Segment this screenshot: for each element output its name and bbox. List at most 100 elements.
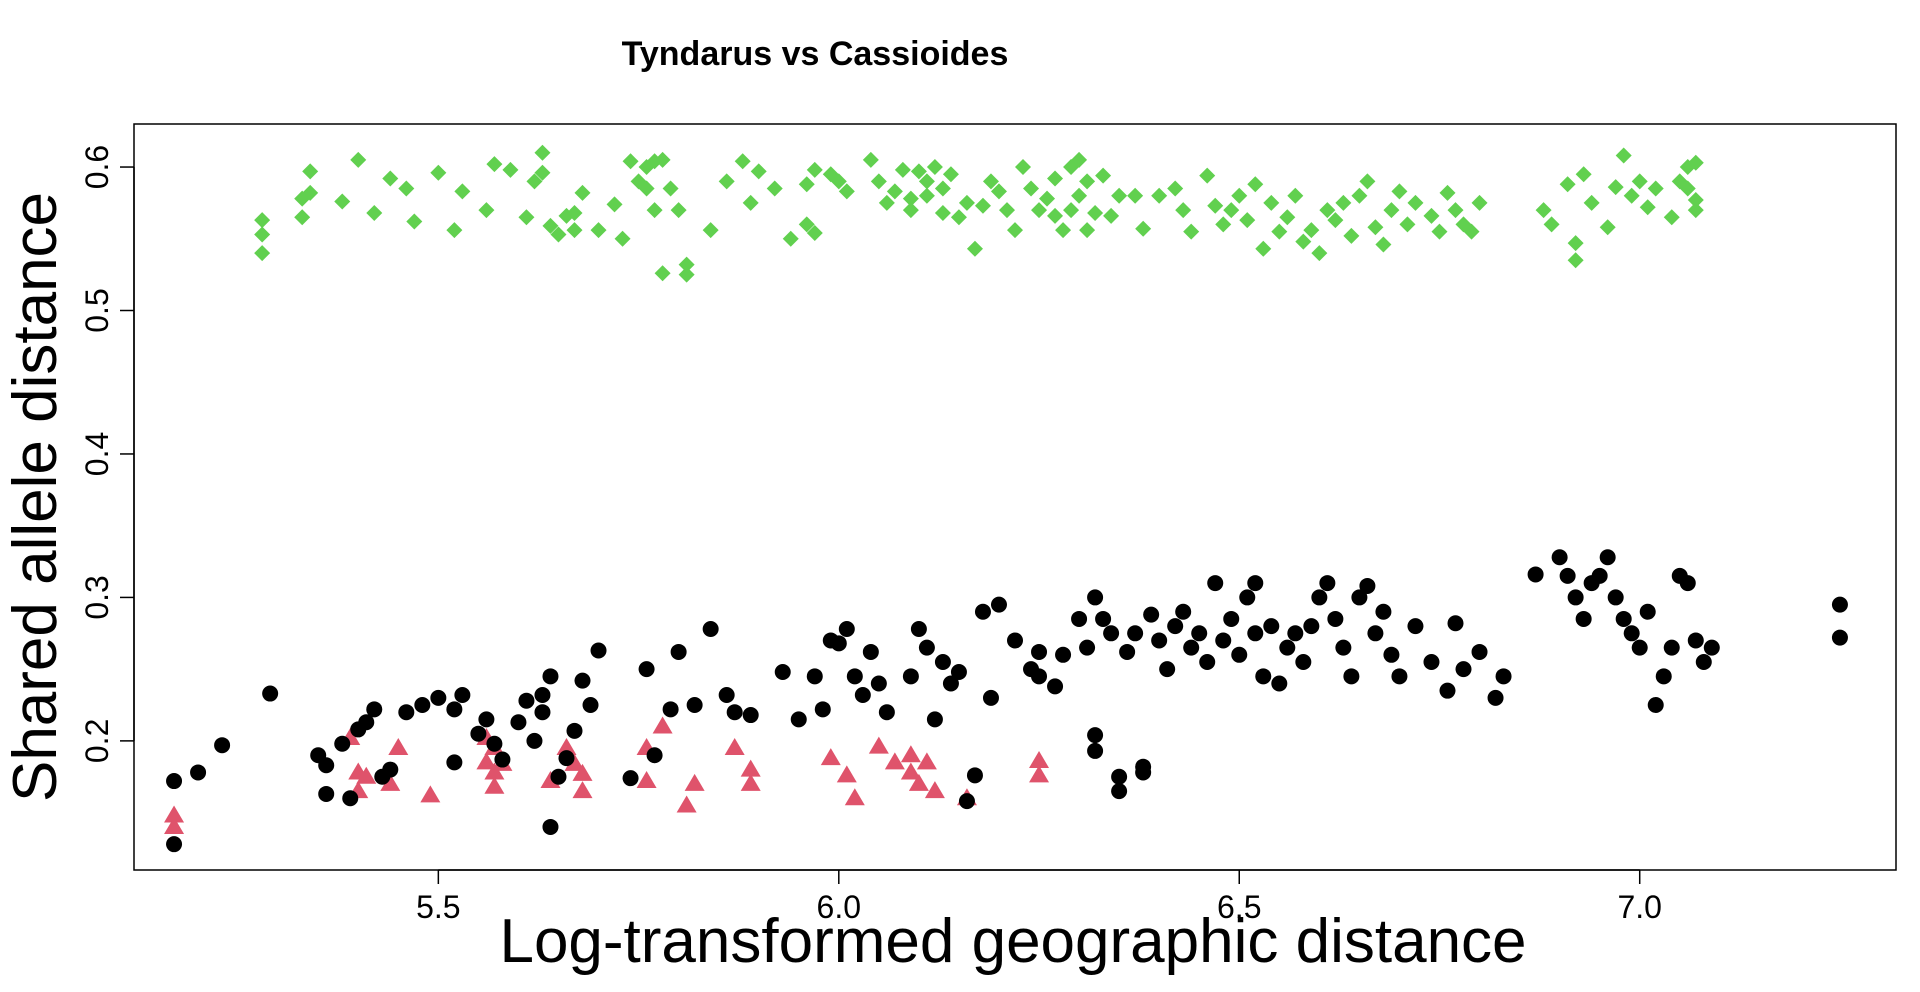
data-point-circle (702, 620, 719, 637)
y-tick-label: 0.6 (79, 145, 115, 189)
data-point-diamond (606, 196, 623, 213)
data-point-circle (1311, 589, 1328, 606)
data-point-triangle (164, 816, 185, 834)
data-point-circle (950, 664, 967, 681)
data-point-circle (1351, 589, 1368, 606)
data-point-diamond (382, 170, 399, 187)
data-point-diamond (718, 173, 735, 190)
data-point-circle (1087, 742, 1104, 759)
data-point-circle (582, 697, 599, 714)
data-point-triangle (724, 738, 745, 756)
data-point-diamond (1439, 184, 1456, 201)
data-point-diamond (1079, 173, 1096, 190)
data-point-diamond (894, 161, 911, 178)
data-point-circle (262, 685, 279, 702)
data-point-circle (862, 643, 879, 660)
data-point-diamond (1399, 216, 1416, 233)
data-point-circle (318, 785, 335, 802)
data-point-diamond (1151, 187, 1168, 204)
data-point-diamond (550, 226, 567, 243)
data-point-circle (446, 754, 463, 771)
data-point-diamond (526, 173, 543, 190)
data-point-diamond (1031, 202, 1048, 219)
data-point-circle (166, 836, 183, 853)
data-point-circle (990, 596, 1007, 613)
data-point-diamond (1007, 222, 1023, 239)
data-point-diamond (1023, 180, 1040, 197)
data-point-diamond (1599, 219, 1616, 236)
data-point-diamond (1207, 197, 1224, 214)
data-point-circle (1031, 668, 1048, 685)
data-point-circle (382, 761, 399, 778)
data-point-diamond (950, 209, 967, 226)
data-point-diamond (646, 202, 663, 219)
data-point-circle (1199, 653, 1216, 670)
data-point-diamond (830, 173, 847, 190)
data-point-circle (366, 701, 383, 718)
data-point-circle (1551, 549, 1568, 566)
data-point-diamond (1351, 187, 1368, 204)
data-point-triangle (356, 766, 377, 784)
data-point-circle (742, 707, 759, 724)
data-point-circle (1599, 549, 1616, 566)
data-point-diamond (838, 183, 855, 200)
data-point-diamond (750, 163, 767, 180)
data-point-circle (1159, 661, 1176, 678)
data-point-diamond (1271, 223, 1288, 240)
data-point-diamond (702, 222, 719, 239)
data-point-diamond (534, 144, 551, 161)
data-point-diamond (1631, 173, 1648, 190)
data-point-circle (670, 643, 687, 660)
data-point-circle (646, 747, 663, 764)
data-point-circle (1287, 625, 1304, 642)
data-point-circle (342, 790, 359, 807)
data-point-circle (774, 664, 791, 681)
data-point-diamond (1375, 236, 1392, 253)
data-point-diamond (1311, 245, 1328, 262)
data-point-circle (1679, 575, 1696, 592)
data-point-triangle (388, 738, 409, 756)
data-point-diamond (254, 212, 271, 229)
data-point-diamond (1687, 202, 1704, 219)
y-tick-label: 0.4 (79, 432, 115, 476)
data-point-diamond (566, 204, 583, 221)
data-point-diamond (678, 256, 695, 273)
data-point-diamond (1423, 207, 1440, 224)
x-tick-label: 7.0 (1617, 889, 1661, 925)
data-point-diamond (1327, 212, 1344, 229)
data-point-circle (1639, 603, 1656, 620)
data-point-circle (1559, 567, 1576, 584)
data-point-circle (1183, 639, 1200, 656)
data-point-circle (1831, 596, 1848, 613)
data-point-diamond (1263, 194, 1280, 211)
x-axis: 5.5 6.0 6.5 7.0 (416, 869, 1662, 925)
data-point-diamond (1567, 252, 1584, 269)
data-point-circle (1111, 783, 1128, 800)
chart-title: Tyndarus vs Cassioides (622, 35, 1009, 73)
data-point-circle (1407, 618, 1424, 635)
data-point-triangle (924, 781, 945, 799)
data-point-circle (550, 768, 567, 785)
data-point-triangle (740, 759, 761, 777)
data-point-circle (830, 635, 847, 652)
data-point-triangle (556, 738, 577, 756)
data-point-triangle (900, 745, 921, 763)
data-point-circle (1335, 639, 1352, 656)
data-point-diamond (734, 153, 751, 170)
data-point-circle (1383, 646, 1400, 663)
data-point-diamond (1543, 216, 1560, 233)
data-point-circle (1295, 653, 1312, 670)
data-point-circle (958, 793, 975, 810)
data-point-diamond (934, 204, 951, 221)
data-point-circle (982, 689, 999, 706)
data-point-diamond (1407, 194, 1424, 211)
y-axis: 0.2 0.3 0.4 0.5 0.6 (79, 145, 135, 763)
data-point-circle (1655, 668, 1672, 685)
data-point-diamond (1303, 222, 1320, 239)
data-point-diamond (910, 163, 927, 180)
data-point-diamond (942, 166, 959, 183)
data-point-diamond (1295, 233, 1312, 250)
data-point-diamond (302, 163, 319, 180)
data-point-diamond (662, 180, 679, 197)
